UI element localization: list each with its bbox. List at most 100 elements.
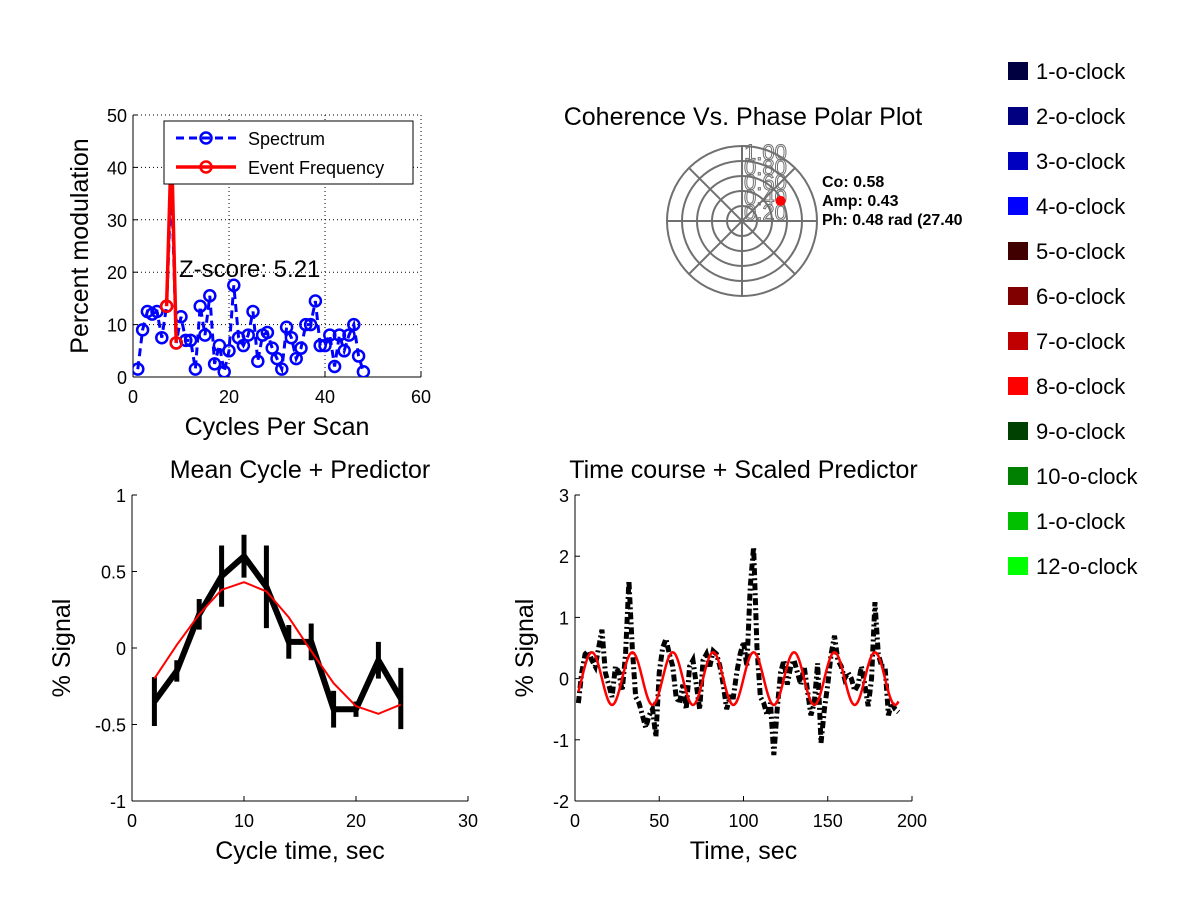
polar-radial-label: 1.00 <box>744 140 787 165</box>
legend-swatch <box>1008 62 1028 80</box>
x-tick-label: 20 <box>346 811 366 831</box>
legend-item: 4-o-clock <box>1008 194 1126 219</box>
spectrum-point <box>351 349 366 363</box>
spectrum-point <box>217 365 231 377</box>
spectrum-point <box>347 317 361 332</box>
x-tick-label: 0 <box>127 811 137 831</box>
spectrum-legend: Spectrum Event Frequency <box>163 120 414 185</box>
spectrum-point <box>289 351 303 366</box>
legend-swatch <box>1008 377 1028 395</box>
spectrum-point <box>135 323 150 337</box>
polar-annotation: Co: 0.58 <box>822 174 884 191</box>
legend-label: 1-o-clock <box>1036 59 1126 84</box>
spectrum-point <box>198 328 212 342</box>
y-tick-label: 40 <box>107 158 127 178</box>
legend-item: 6-o-clock <box>1008 284 1126 309</box>
event-frequency-point <box>159 299 174 314</box>
legend-event-marker <box>199 160 213 174</box>
legend-label: 4-o-clock <box>1036 194 1126 219</box>
y-tick-label: -1 <box>110 792 126 812</box>
spectrum-point <box>133 362 145 376</box>
spectrum-point <box>313 338 327 353</box>
x-tick-label: 30 <box>458 811 478 831</box>
legend-swatch <box>1008 197 1028 215</box>
legend-swatch <box>1008 107 1028 125</box>
legend-item: 1-o-clock <box>1008 59 1126 84</box>
legend-label: 9-o-clock <box>1036 419 1126 444</box>
y-tick-label: 0.5 <box>101 563 126 583</box>
y-tick-label: 0 <box>117 368 127 388</box>
legend-item: 5-o-clock <box>1008 239 1126 264</box>
legend-swatch <box>1008 332 1028 350</box>
spectrum-point <box>236 338 251 353</box>
chart-title: Mean Cycle + Predictor <box>170 456 431 484</box>
spectrum-point <box>275 362 289 376</box>
legend-item: 7-o-clock <box>1008 329 1126 354</box>
spectrum-point <box>299 317 313 332</box>
x-tick-label: 0 <box>570 811 580 831</box>
y-tick-label: 30 <box>107 211 127 231</box>
legend-spectrum-marker <box>199 131 213 145</box>
legend-item: 2-o-clock <box>1008 104 1126 129</box>
legend-label: 6-o-clock <box>1036 284 1126 309</box>
polar-radial-label: 0.80 <box>744 155 787 180</box>
spectrum-point <box>183 333 198 348</box>
spectrum-point <box>342 328 356 342</box>
legend-label: 12-o-clock <box>1036 554 1138 579</box>
legend-label: 8-o-clock <box>1036 374 1126 399</box>
x-tick-label: 200 <box>897 811 927 831</box>
chart-title: Time course + Scaled Predictor <box>569 456 918 484</box>
spectrum-point <box>155 330 169 345</box>
legend-item: 10-o-clock <box>1008 464 1138 489</box>
x-tick-label: 150 <box>813 811 843 831</box>
clock-legend: 1-o-clock 2-o-clock 3-o-clock 4-o-clock 5-o-… <box>1008 59 1138 579</box>
legend-item: 12-o-clock <box>1008 554 1138 579</box>
polar-radial-label: 0.60 <box>744 170 787 195</box>
spectrum-point <box>337 344 351 358</box>
y-tick-label: 10 <box>107 316 127 336</box>
spectrum-point <box>241 328 255 342</box>
event-frequency-point <box>169 336 183 350</box>
x-tick-label: 0 <box>128 387 138 407</box>
polar-point <box>775 195 786 206</box>
legend-swatch <box>1008 287 1028 305</box>
x-axis-label: Cycles Per Scan <box>185 413 370 441</box>
legend-swatch <box>1008 467 1028 485</box>
legend-item: 1-o-clock <box>1008 509 1126 534</box>
spectrum-point <box>251 354 265 369</box>
legend-spectrum-label: Spectrum <box>248 129 325 149</box>
y-axis-label: % Signal <box>48 599 76 698</box>
scaled-predictor-line <box>577 650 900 707</box>
spectrum-point <box>332 328 347 342</box>
legend-label: 1-o-clock <box>1036 509 1126 534</box>
spectrum-point <box>294 341 308 355</box>
y-tick-label: 1 <box>559 608 569 628</box>
polar-annotation: Ph: 0.48 rad (27.40 <box>822 212 963 229</box>
legend-label: 7-o-clock <box>1036 329 1126 354</box>
legend-label: 2-o-clock <box>1036 104 1126 129</box>
spectrum-point <box>246 304 260 319</box>
spectrum-point <box>188 362 203 376</box>
y-tick-label: 0 <box>559 670 569 690</box>
spectrum-point <box>193 299 207 314</box>
spectrum-point <box>260 325 275 340</box>
spectrum-point <box>227 278 241 293</box>
y-tick-label: -2 <box>553 792 569 812</box>
polar-annotation: Amp: 0.43 <box>822 193 899 210</box>
polar-spoke <box>688 167 796 275</box>
spectrum-point <box>318 338 332 353</box>
z-score-annotation: Z-score: 5.21 <box>179 256 320 283</box>
spectrum-point <box>279 320 294 334</box>
x-tick-label: 60 <box>411 387 431 407</box>
x-tick-label: 50 <box>649 811 669 831</box>
legend-swatch <box>1008 512 1028 530</box>
x-tick-label: 100 <box>728 811 758 831</box>
spectrum-point <box>265 341 279 355</box>
y-tick-label: 3 <box>559 486 569 506</box>
spectrum-panel: 0 20 40 60 0 10 20 30 40 50 Cycles Per Scan Percent… <box>66 106 431 441</box>
y-tick-label: -1 <box>553 731 569 751</box>
spectrum-point <box>270 351 284 366</box>
legend-swatch <box>1008 242 1028 260</box>
spectrum-point <box>356 365 371 377</box>
